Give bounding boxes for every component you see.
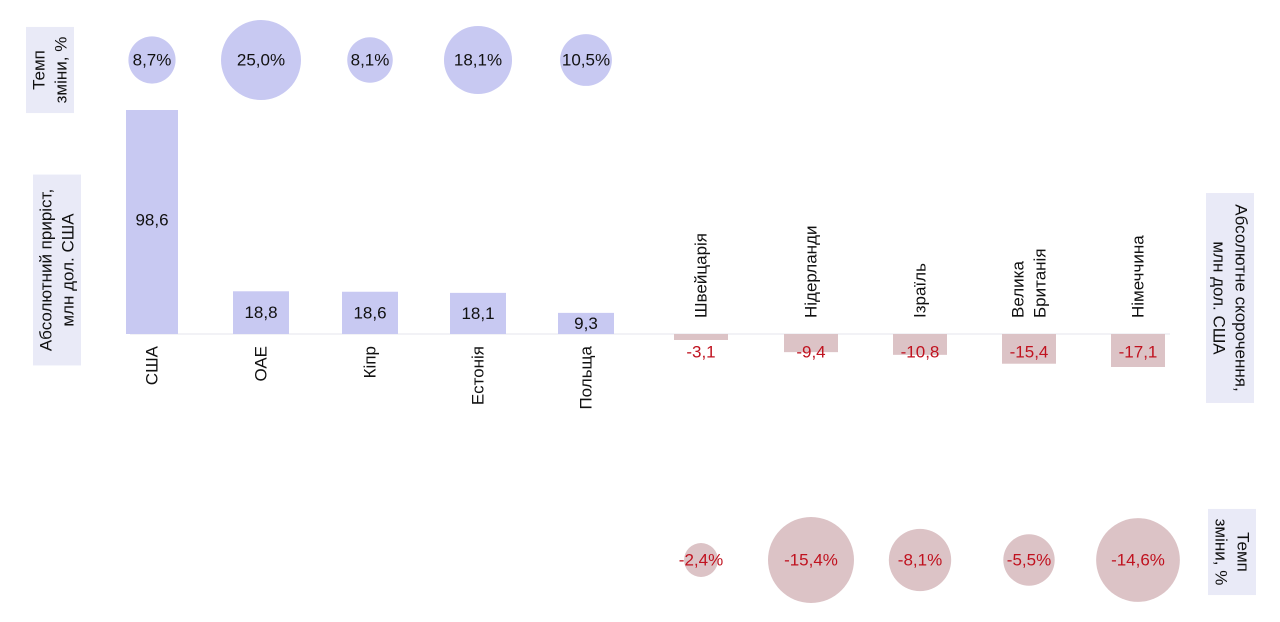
- decline-category-label-line: Британія: [1031, 248, 1050, 318]
- growth-rate-bubble: [128, 36, 176, 84]
- growth-rate-label: 8,7%: [133, 51, 172, 70]
- growth-rate-label: 10,5%: [562, 51, 610, 70]
- decline-category-label-line: Велика: [1009, 261, 1028, 318]
- decline-category-label: Ізраїль: [911, 263, 930, 318]
- decline-bar-label: -15,4: [1010, 343, 1049, 362]
- growth-category-label-line: США: [143, 345, 162, 385]
- growth-value-axis-label-line: Абсолютний приріст,: [37, 189, 56, 351]
- decline-rate-bubble: [1003, 534, 1055, 586]
- decline-bar-label: -9,4: [796, 343, 825, 362]
- decline-rate-axis-label-line: Темп: [1234, 532, 1253, 572]
- decline-rate-axis-label-line: зміни, %: [1212, 519, 1231, 586]
- growth-rate-bubble: [443, 25, 513, 95]
- decline-category-label: Нідерланди: [802, 226, 821, 318]
- decline-category-label-line: Швейцарія: [692, 233, 711, 318]
- decline-rate-bubble: [684, 543, 718, 577]
- growth-rate-axis-label-bg: [26, 26, 74, 114]
- growth-bar-label: 98,6: [135, 211, 168, 230]
- growth-bar-label: 9,3: [574, 314, 598, 333]
- decline-category-label-line: Німеччина: [1129, 235, 1148, 318]
- decline-bar: [784, 334, 838, 353]
- decline-category-label: Німеччина: [1129, 235, 1148, 318]
- growth-rate-bubble: [221, 20, 301, 100]
- decline-bar: [674, 334, 728, 340]
- growth-value-axis-label-line: млн дол. США: [59, 213, 78, 327]
- decline-rate-label: -2,4%: [679, 551, 723, 570]
- decline-rate-bubble: [1096, 518, 1180, 602]
- decline-value-axis-label-line: Абсолютне скорочення,: [1232, 204, 1251, 391]
- growth-category-label: Естонія: [469, 346, 488, 405]
- growth-category-label: ОАЕ: [252, 346, 271, 382]
- decline-category-label: Швейцарія: [692, 233, 711, 318]
- growth-bar: [558, 312, 614, 334]
- decline-rate-label: -14,6%: [1111, 551, 1165, 570]
- decline-bar: [1002, 334, 1056, 364]
- growth-bar-label: 18,1: [461, 304, 494, 323]
- growth-category-label-line: Кіпр: [361, 346, 380, 378]
- decline-bar-label: -10,8: [901, 343, 940, 362]
- decline-value-axis-label-line: млн дол. США: [1210, 241, 1229, 355]
- growth-value-axis-label-bg: [33, 174, 81, 366]
- decline-bar-label: -3,1: [686, 343, 715, 362]
- decline-category-label-line: Нідерланди: [802, 226, 821, 318]
- growth-category-label: Кіпр: [361, 346, 380, 378]
- growth-rate-label: 8,1%: [351, 51, 390, 70]
- growth-rate-bubble: [347, 37, 393, 83]
- decline-rate-label: -8,1%: [898, 551, 942, 570]
- decline-rate-label: -5,5%: [1007, 551, 1051, 570]
- growth-rate-axis-label-line: Темп: [30, 50, 49, 90]
- growth-rate-axis-label-line: зміни, %: [52, 37, 71, 104]
- decline-category-label-line: Ізраїль: [911, 263, 930, 318]
- growth-category-label-line: Польща: [577, 345, 596, 409]
- decline-category-label: Велика Британія: [1009, 248, 1050, 318]
- growth-bar: [450, 292, 506, 334]
- decline-bar-label: -17,1: [1119, 343, 1158, 362]
- growth-bar: [126, 110, 178, 334]
- decline-bar: [893, 334, 947, 355]
- growth-value-axis-label: Абсолютний приріст, млн дол. США: [33, 174, 81, 366]
- decline-bar: [1111, 334, 1165, 367]
- decline-value-axis-label-bg: [1206, 193, 1254, 403]
- growth-bar: [342, 291, 398, 334]
- decline-rate-bubble: [888, 528, 952, 592]
- decline-rate-axis-label-bg: [1208, 508, 1256, 596]
- growth-bar: [233, 291, 289, 334]
- growth-rate-label: 25,0%: [237, 51, 285, 70]
- growth-rate-bubble: [560, 34, 612, 86]
- growth-category-label: Польща: [577, 345, 596, 409]
- growth-category-label-line: ОАЕ: [252, 346, 271, 382]
- decline-rate-bubble: [768, 517, 854, 603]
- growth-bar-label: 18,6: [353, 303, 386, 322]
- growth-rate-label: 18,1%: [454, 51, 502, 70]
- growth-bar-label: 18,8: [244, 303, 277, 322]
- growth-category-label-line: Естонія: [469, 346, 488, 405]
- decline-rate-label: -15,4%: [784, 551, 838, 570]
- growth-rate-axis-label: Темп зміни, %: [26, 26, 74, 114]
- growth-category-label: США: [143, 345, 162, 385]
- decline-value-axis-label: Абсолютне скорочення,млн дол. США: [1206, 193, 1254, 403]
